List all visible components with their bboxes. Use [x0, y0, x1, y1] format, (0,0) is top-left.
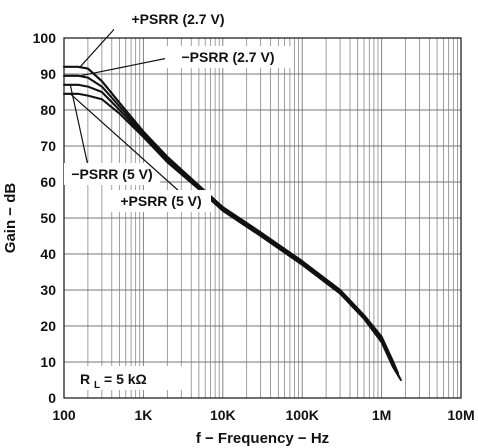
- annotation-leader-line: [69, 84, 89, 167]
- annotation-label: +PSRR (2.7 V): [132, 11, 225, 27]
- y-tick-label: 80: [40, 102, 56, 118]
- plot-frame: [63, 37, 462, 399]
- axis-label-layer: f − Frequency − Hz Gain − dB 0 10 20 30 40 50…: [2, 30, 475, 447]
- annotation-label: −PSRR (5 V): [71, 166, 152, 182]
- load-resistance-label: R L = 5 kΩ: [80, 371, 147, 391]
- annotation-label-background: [114, 8, 243, 30]
- condition-label-layer: R L = 5 kΩ: [72, 366, 188, 391]
- x-tick-label: 100K: [285, 407, 318, 423]
- y-tick-label: 0: [48, 390, 56, 406]
- load-resistance-value: = 5 kΩ: [104, 371, 147, 387]
- annotation-label-background: [165, 46, 292, 68]
- x-axis-title: f − Frequency − Hz: [196, 430, 329, 447]
- annotation-label: −PSRR (2.7 V): [182, 49, 275, 65]
- load-resistance-background: [72, 366, 188, 390]
- x-tick-label: 1K: [134, 407, 152, 423]
- y-tick-label: 50: [40, 210, 56, 226]
- annotation-leader-line: [80, 57, 169, 77]
- x-tick-label: 10M: [447, 407, 474, 423]
- y-tick-label: 100: [33, 30, 57, 46]
- y-axis-title: Gain − dB: [2, 183, 19, 254]
- plot-border: [63, 37, 462, 399]
- annotation-label-background: [64, 163, 160, 185]
- load-resistance-prefix: R: [80, 371, 90, 387]
- annotation-leader-line: [79, 24, 119, 68]
- annotation-layer: +PSRR (2.7 V) −PSRR (2.7 V) −PSRR (5 V) +PS…: [64, 8, 292, 212]
- y-tick-label: 90: [40, 66, 56, 82]
- y-tick-label: 70: [40, 138, 56, 154]
- y-tick-label: 60: [40, 174, 56, 190]
- load-resistance-subscript: L: [94, 380, 100, 391]
- y-tick-label: 20: [40, 318, 56, 334]
- annotation-label: +PSRR (5 V): [120, 193, 201, 209]
- y-tick-label: 10: [40, 354, 56, 370]
- x-tick-label: 10K: [210, 407, 236, 423]
- y-tick-label: 30: [40, 282, 56, 298]
- y-tick-label: 40: [40, 246, 56, 262]
- x-tick-label: 100: [52, 407, 76, 423]
- x-tick-label: 1M: [372, 407, 391, 423]
- annotation-label-background: [111, 190, 211, 212]
- annotation-leader-line: [69, 93, 181, 193]
